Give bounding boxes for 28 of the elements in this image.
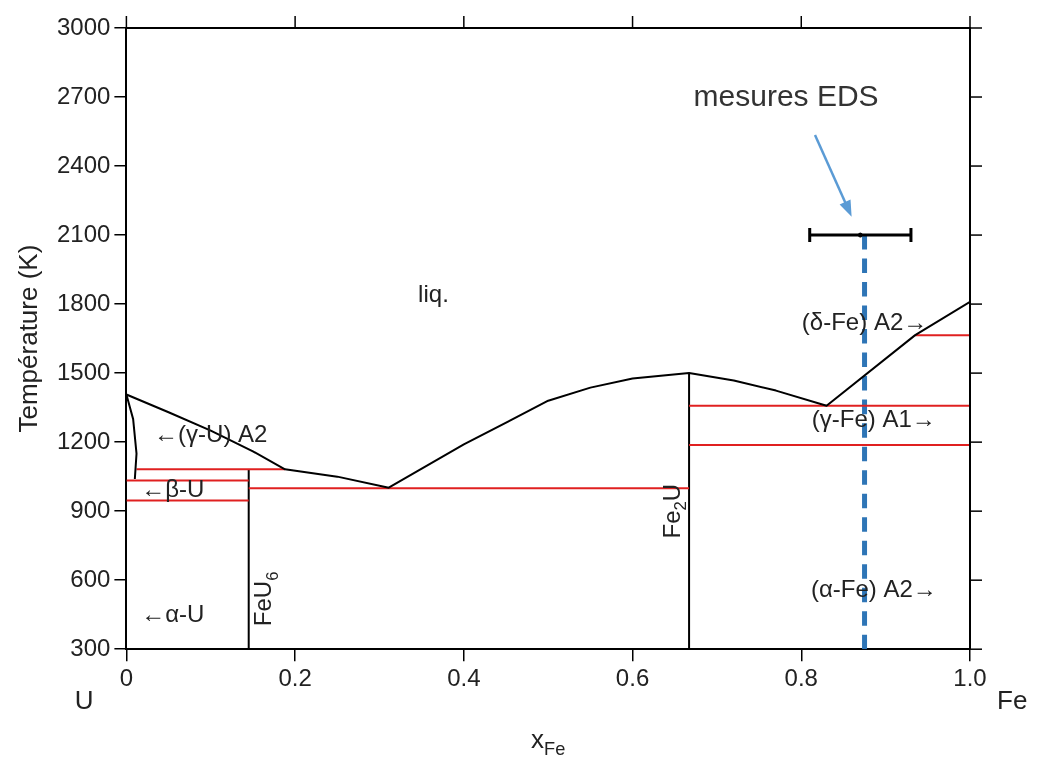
y-tick-label: 600 bbox=[70, 564, 111, 592]
text: U bbox=[74, 685, 94, 716]
x-tick-label: 1.0 bbox=[953, 664, 987, 692]
y-tick-label: 2700 bbox=[57, 81, 111, 109]
annotation: ←β-U bbox=[141, 475, 205, 503]
y-tick-label: 1800 bbox=[57, 288, 111, 316]
text: Fe bbox=[997, 685, 1028, 716]
x-tick-label: 0.4 bbox=[447, 664, 481, 692]
annotation: (γ-Fe) A1→ bbox=[811, 405, 936, 433]
annotation: (δ-Fe) A2→ bbox=[801, 307, 928, 335]
x-tick-label: 0.8 bbox=[784, 664, 818, 692]
y-tick-label: 1200 bbox=[57, 426, 111, 454]
annotation: ←α-U bbox=[141, 599, 205, 627]
y-tick-label: 1500 bbox=[57, 357, 111, 385]
y-tick-label: 2400 bbox=[57, 150, 111, 178]
annotation: mesures EDS bbox=[693, 78, 879, 112]
x-tick-label: 0.6 bbox=[615, 664, 650, 692]
y-tick-label: 2100 bbox=[57, 219, 111, 247]
x-tick-label: 0 bbox=[119, 664, 134, 692]
annotation: (α-Fe) A2→ bbox=[810, 574, 937, 602]
annotation: liq. bbox=[418, 279, 449, 307]
text: FeU6 bbox=[249, 571, 282, 627]
text: Fe2U bbox=[657, 483, 691, 539]
y-tick-label: 300 bbox=[70, 633, 111, 661]
y-axis-title: Température (K) bbox=[13, 244, 44, 433]
x-tick-label: 0.2 bbox=[278, 664, 312, 692]
y-tick-label: 900 bbox=[70, 495, 111, 523]
y-tick-label: 3000 bbox=[57, 12, 111, 40]
